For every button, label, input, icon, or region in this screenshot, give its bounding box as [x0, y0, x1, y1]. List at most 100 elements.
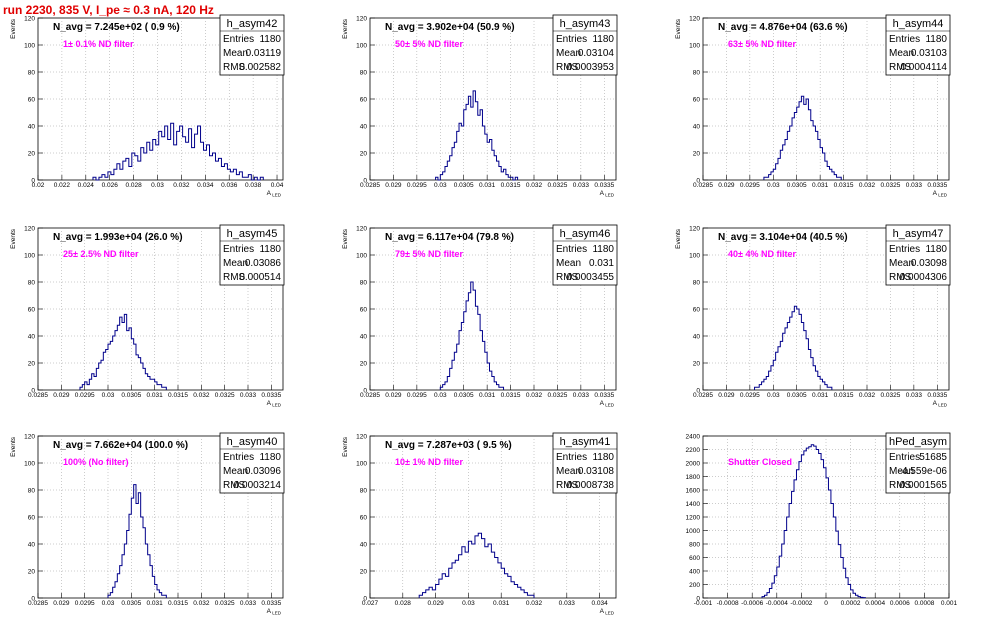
- x-tick-label: 0.033: [240, 600, 257, 607]
- x-tick-label: 0.033: [906, 182, 923, 189]
- filter-label: 10± 1% ND filter: [395, 457, 463, 467]
- x-tick-label: 0.0335: [261, 600, 281, 607]
- x-tick-label: 0.03: [151, 182, 164, 189]
- stats-label: RMS: [889, 272, 912, 283]
- navg-label: N_avg = 6.117e+04 (79.8 %): [385, 232, 514, 243]
- y-tick-label: 20: [360, 360, 368, 367]
- y-tick-label: 40: [693, 123, 701, 130]
- histogram-line: [763, 95, 842, 180]
- stats-value: 0.0003214: [234, 480, 282, 491]
- x-tick-label: 0.032: [526, 392, 543, 399]
- filter-label: Shutter Closed: [728, 457, 792, 467]
- x-tick-label: 0.04: [271, 182, 284, 189]
- x-tick-label: 0.029: [53, 600, 70, 607]
- navg-label: N_avg = 4.876e+04 (63.6 %): [718, 22, 848, 33]
- x-tick-label: 0.0315: [834, 392, 854, 399]
- y-axis-title: Events: [675, 18, 682, 39]
- stats-name: h_asym42: [227, 18, 278, 30]
- histogram-line: [439, 281, 505, 390]
- x-tick-label: 0.032: [859, 392, 876, 399]
- filter-label: 50± 5% ND filter: [395, 39, 463, 49]
- x-tick-label: 0.0285: [360, 392, 380, 399]
- x-axis-title: A LED: [267, 608, 282, 616]
- stats-label: Mean: [223, 466, 248, 477]
- x-tick-label: 0.036: [221, 182, 238, 189]
- x-tick-label: 0.0285: [693, 182, 713, 189]
- x-axis-title: A LED: [600, 400, 615, 408]
- stats-label: Entries: [223, 244, 254, 255]
- x-tick-label: 0.033: [240, 392, 257, 399]
- x-axis-title: A LED: [267, 190, 282, 198]
- y-tick-label: 2000: [686, 460, 701, 467]
- y-tick-label: 400: [689, 568, 700, 575]
- x-tick-label: 0.033: [906, 392, 923, 399]
- x-tick-label: 0.0325: [547, 182, 567, 189]
- navg-label: N_avg = 1.993e+04 (26.0 %): [53, 232, 183, 243]
- y-tick-label: 80: [28, 69, 36, 76]
- x-tick-label: 0: [824, 600, 828, 607]
- stats-value: 0.0004114: [900, 62, 947, 73]
- y-tick-label: 120: [24, 15, 35, 22]
- y-tick-label: 40: [28, 123, 36, 130]
- x-tick-label: 0.031: [812, 392, 829, 399]
- navg-label: N_avg = 7.245e+02 ( 0.9 %): [53, 22, 180, 33]
- histogram-panel-hPed_asym: 0 200 400 600 800 1000 1200 1400 1600 1800 2000 220…: [686, 432, 958, 607]
- x-tick-label: 0.029: [385, 392, 402, 399]
- filter-label: 40± 4% ND filter: [728, 249, 796, 259]
- stats-label: Mean: [889, 258, 914, 269]
- stats-value: 0.03086: [245, 258, 282, 269]
- y-tick-label: 20: [693, 360, 701, 367]
- x-tick-label: -0.0004: [766, 600, 788, 607]
- x-tick-label: 0.0325: [547, 392, 567, 399]
- stats-label: Entries: [889, 452, 920, 463]
- y-tick-label: 40: [360, 123, 368, 130]
- stats-value: 1180: [259, 244, 281, 255]
- stats-label: Entries: [889, 244, 920, 255]
- x-tick-label: 0.031: [147, 392, 164, 399]
- x-tick-label: 0.0315: [168, 392, 188, 399]
- stats-label: Mean: [556, 48, 581, 59]
- y-axis-title: Events: [675, 228, 682, 249]
- x-tick-label: 0.0285: [28, 392, 48, 399]
- stats-value: 1180: [925, 34, 947, 45]
- stats-name: h_asym45: [227, 228, 278, 240]
- x-tick-label: 0.031: [147, 600, 164, 607]
- y-tick-label: 60: [360, 514, 368, 521]
- x-tick-label: 0.0335: [261, 392, 281, 399]
- y-tick-label: 1200: [686, 514, 701, 521]
- x-tick-label: 0.026: [102, 182, 119, 189]
- stats-value: 0.0008738: [567, 480, 615, 491]
- y-tick-label: 40: [360, 541, 368, 548]
- histogram-line: [761, 444, 866, 599]
- stats-name: h_asym41: [560, 436, 611, 448]
- stats-label: RMS: [556, 272, 579, 283]
- y-tick-label: 60: [28, 306, 36, 313]
- stats-box: [552, 14, 618, 76]
- x-tick-label: 0.0295: [407, 182, 427, 189]
- x-tick-label: 0.033: [573, 182, 590, 189]
- x-tick-label: 0.0006: [890, 600, 910, 607]
- stats-label: Entries: [556, 244, 587, 255]
- stats-label: Entries: [889, 34, 920, 45]
- y-tick-label: 60: [28, 514, 36, 521]
- x-tick-label: 0.0325: [215, 392, 235, 399]
- x-tick-label: 0.0305: [121, 392, 141, 399]
- x-tick-label: 0.0008: [914, 600, 934, 607]
- stats-label: Entries: [223, 452, 254, 463]
- stats-name: h_asym40: [227, 436, 278, 448]
- x-tick-label: 0.029: [53, 392, 70, 399]
- x-tick-label: 0.0325: [880, 392, 900, 399]
- x-tick-label: 0.03: [434, 392, 447, 399]
- x-tick-label: 0.033: [573, 392, 590, 399]
- histogram-panel-h_asym43: 0 20 40 60 80 100 120 0.0285 0.029 0.0295 0.03 0.03…: [342, 14, 618, 198]
- x-tick-label: 0.024: [78, 182, 95, 189]
- y-tick-label: 100: [689, 42, 700, 49]
- navg-label: N_avg = 3.902e+04 (50.9 %): [385, 22, 515, 33]
- y-tick-label: 80: [360, 487, 368, 494]
- stats-name: h_asym43: [560, 18, 611, 30]
- x-tick-label: 0.031: [479, 182, 496, 189]
- stats-value: 0.002582: [239, 62, 281, 73]
- stats-value: -4.559e-06: [899, 466, 948, 477]
- y-tick-label: 100: [356, 460, 367, 467]
- stats-label: RMS: [889, 62, 912, 73]
